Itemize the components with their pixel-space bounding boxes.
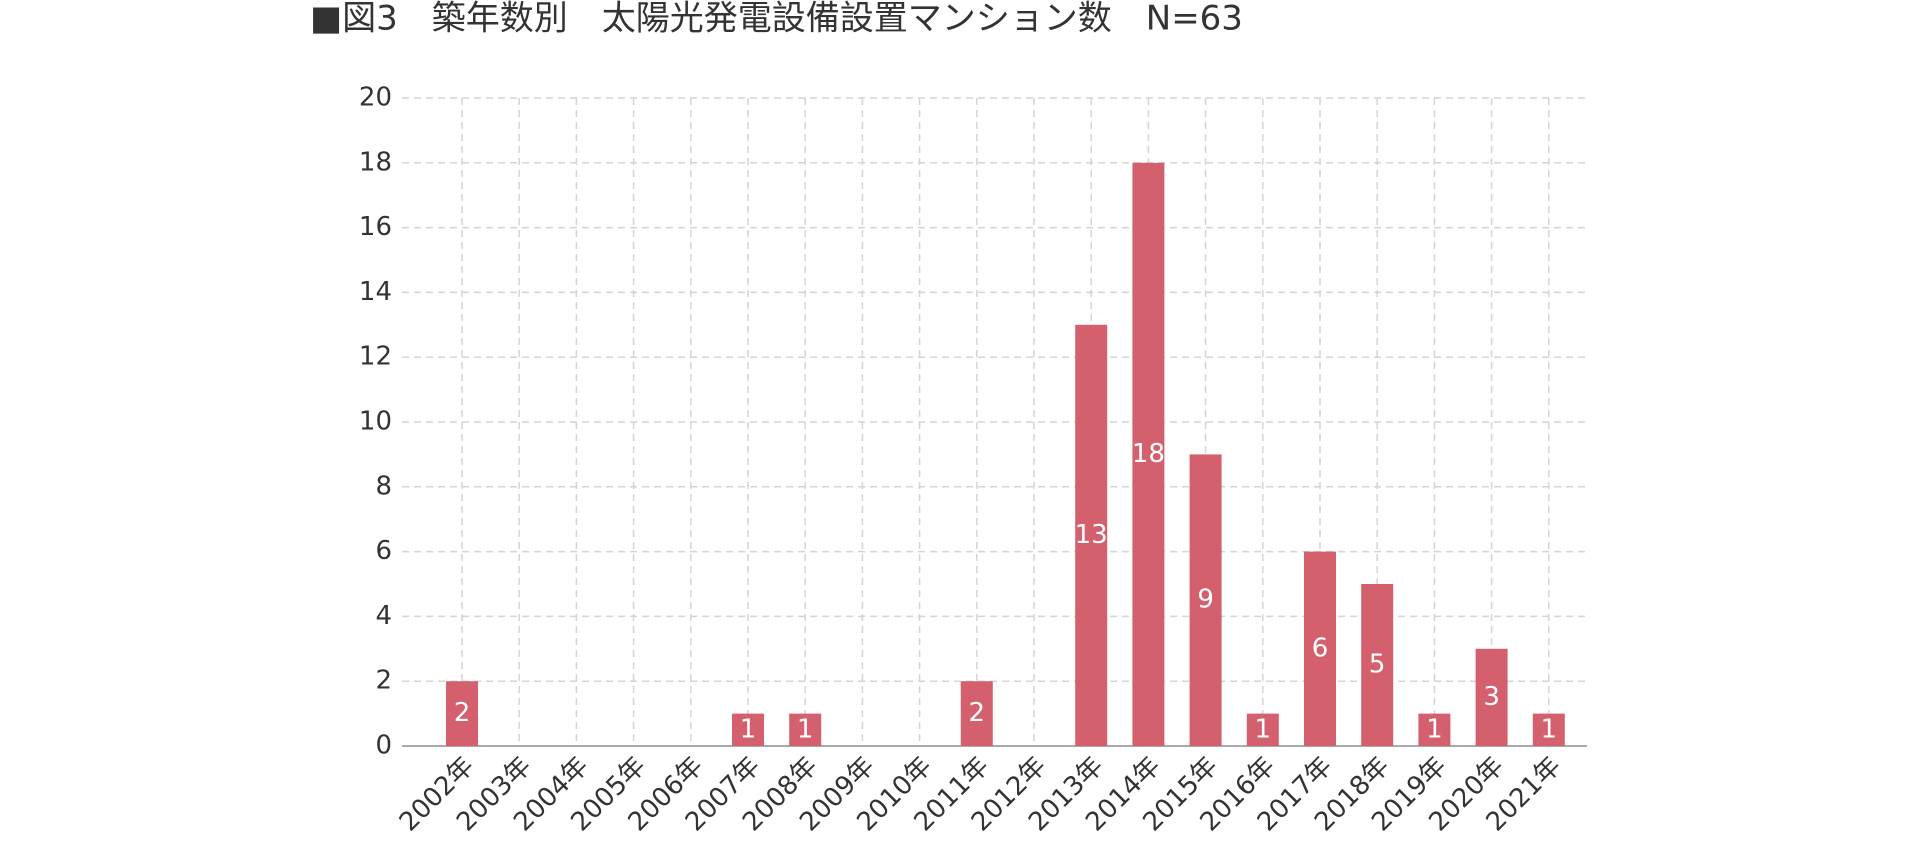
- y-tick-label: 4: [375, 601, 392, 631]
- y-tick-label: 2: [375, 666, 392, 696]
- y-tick-label: 16: [359, 212, 392, 242]
- data-label: 18: [1132, 439, 1165, 469]
- y-tick-label: 8: [375, 471, 392, 501]
- data-label: 2: [454, 698, 471, 728]
- y-tick-label: 6: [375, 536, 392, 566]
- y-tick-label: 18: [359, 147, 392, 177]
- y-tick-label: 10: [359, 407, 392, 437]
- bar: [446, 681, 478, 746]
- data-label: 1: [1541, 714, 1558, 744]
- bar: [789, 713, 822, 746]
- data-label: 3: [1483, 682, 1500, 712]
- bar: [1304, 551, 1336, 746]
- bar: [732, 713, 764, 746]
- y-tick-label: 20: [359, 83, 392, 113]
- chart-title: ■図3 築年数別 太陽光発電設備設置マンション数 N=63: [310, 0, 1243, 39]
- bar: [1418, 713, 1451, 746]
- data-label: 1: [740, 714, 757, 744]
- y-tick-label: 14: [359, 277, 392, 307]
- y-tick-label: 12: [359, 342, 392, 372]
- data-label: 2: [969, 698, 986, 728]
- data-label: 13: [1075, 520, 1108, 550]
- y-tick-label: 0: [375, 731, 392, 761]
- bar: [1246, 713, 1279, 746]
- bar: [1132, 162, 1165, 747]
- bar: [1475, 648, 1508, 746]
- bar: [1075, 324, 1108, 746]
- data-label: 9: [1197, 585, 1214, 615]
- bar: [1361, 584, 1394, 746]
- bar: [1189, 454, 1222, 746]
- data-label: 6: [1312, 633, 1329, 663]
- data-label: 1: [1426, 714, 1443, 744]
- data-label: 1: [1255, 714, 1272, 744]
- data-label: 5: [1369, 650, 1386, 680]
- bar: [1532, 713, 1565, 746]
- data-label: 1: [797, 714, 814, 744]
- bar: [960, 681, 993, 746]
